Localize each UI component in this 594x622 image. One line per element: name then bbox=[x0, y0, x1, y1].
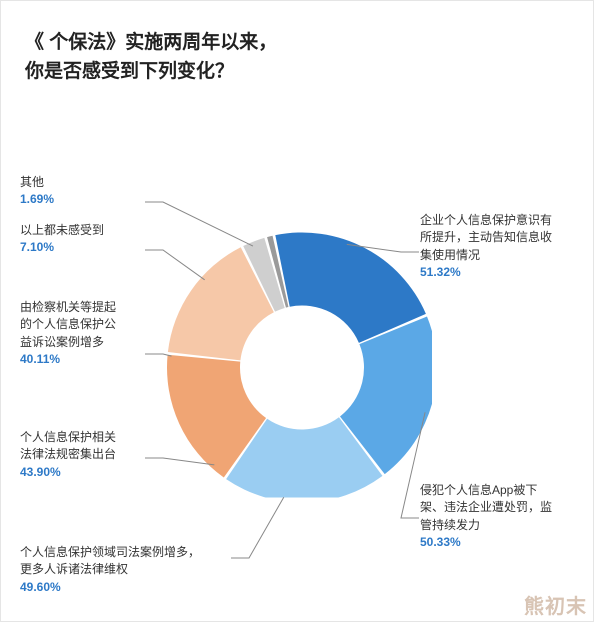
label-percent: 50.33% bbox=[420, 534, 585, 551]
label-percent: 40.11% bbox=[20, 351, 150, 368]
chart-area: 企业个人信息保护意识有 所提升，主动告知信息收 集使用情况51.32%侵犯个人信… bbox=[25, 104, 569, 604]
label-other: 其他1.69% bbox=[20, 174, 150, 209]
label-percent: 1.69% bbox=[20, 191, 150, 208]
label-text: 以上都未感受到 bbox=[20, 222, 150, 239]
label-text: 其他 bbox=[20, 174, 150, 191]
donut-chart bbox=[162, 228, 432, 498]
label-percent: 51.32% bbox=[420, 264, 585, 281]
label-percent: 7.10% bbox=[20, 239, 150, 256]
donut-wrap bbox=[162, 228, 432, 503]
label-enterprise_awareness: 企业个人信息保护意识有 所提升，主动告知信息收 集使用情况51.32% bbox=[420, 212, 585, 282]
watermark: 熊初末 bbox=[524, 590, 587, 619]
label-text: 个人信息保护领域司法案例增多， 更多人诉诸法律维权 bbox=[20, 544, 240, 579]
title-line-2: 你是否感受到下列变化？ bbox=[25, 61, 234, 82]
label-percent: 49.60% bbox=[20, 579, 240, 596]
label-percent: 43.90% bbox=[20, 464, 150, 481]
label-text: 侵犯个人信息App被下 架、违法企业遭处罚，监 管持续发力 bbox=[420, 482, 585, 534]
label-public_interest_lit: 由检察机关等提起 的个人信息保护公 益诉讼案例增多40.11% bbox=[20, 299, 150, 369]
label-laws_dense: 个人信息保护相关 法律法规密集出台43.90% bbox=[20, 429, 150, 481]
label-judicial_cases: 个人信息保护领域司法案例增多， 更多人诉诸法律维权49.60% bbox=[20, 544, 240, 596]
page-root: 《 个保法》实施两周年以来， 你是否感受到下列变化？ 企业个人信息保护意识有 所… bbox=[0, 0, 594, 622]
label-text: 个人信息保护相关 法律法规密集出台 bbox=[20, 429, 150, 464]
title-line-1: 《 个保法》实施两周年以来， bbox=[25, 32, 277, 53]
label-none: 以上都未感受到7.10% bbox=[20, 222, 150, 257]
label-text: 由检察机关等提起 的个人信息保护公 益诉讼案例增多 bbox=[20, 299, 150, 351]
label-app_takedown: 侵犯个人信息App被下 架、违法企业遭处罚，监 管持续发力50.33% bbox=[420, 482, 585, 552]
page-title: 《 个保法》实施两周年以来， 你是否感受到下列变化？ bbox=[25, 29, 569, 86]
label-text: 企业个人信息保护意识有 所提升，主动告知信息收 集使用情况 bbox=[420, 212, 585, 264]
